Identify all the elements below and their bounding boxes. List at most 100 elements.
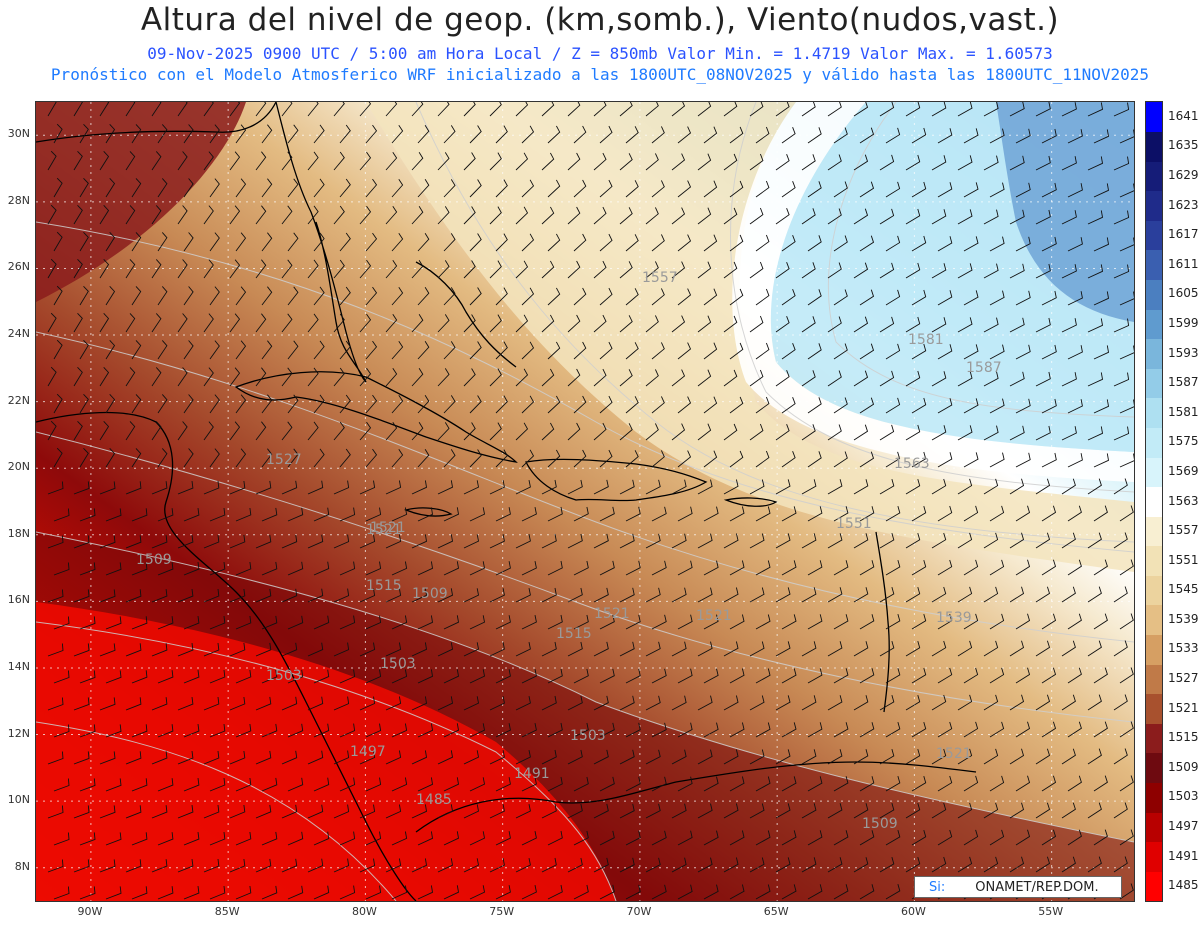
wind-barb — [755, 396, 770, 414]
wind-barb — [651, 614, 667, 630]
wind-barb — [983, 425, 999, 441]
wind-barb — [723, 857, 739, 873]
wind-barb — [203, 480, 220, 495]
wind-barb — [79, 393, 89, 414]
wind-barb — [1113, 102, 1130, 117]
wind-barb — [931, 478, 947, 495]
wind-barb — [697, 803, 713, 819]
contour-label: 1509 — [862, 816, 898, 832]
wind-barb — [989, 344, 1005, 360]
wind-barb — [99, 805, 116, 819]
wind-barb — [541, 152, 555, 171]
wind-barb — [339, 885, 356, 900]
wind-barb — [359, 534, 376, 549]
wind-barb — [151, 421, 162, 441]
wind-barb — [1009, 856, 1025, 873]
wind-barb — [1067, 291, 1083, 306]
wind-barb — [417, 395, 430, 414]
wind-barb — [125, 102, 136, 117]
wind-barb — [495, 831, 511, 846]
wind-barb — [729, 180, 744, 198]
wind-barb — [131, 124, 142, 144]
wind-barb — [469, 831, 486, 846]
wind-barb — [1119, 667, 1134, 684]
wind-barb — [1119, 505, 1134, 522]
wind-barb — [911, 775, 927, 792]
wind-barb — [1119, 613, 1134, 630]
wind-barb — [1087, 264, 1104, 279]
wind-barb — [125, 751, 142, 765]
wind-barb — [125, 535, 142, 549]
wind-barb — [489, 206, 502, 225]
wind-barb — [879, 262, 895, 279]
wind-barb — [573, 233, 587, 252]
wind-barb — [53, 231, 63, 252]
wind-barb — [385, 588, 402, 603]
wind-barb — [593, 422, 607, 441]
wind-barb — [1009, 263, 1025, 279]
wind-barb — [957, 102, 973, 117]
wind-barb — [573, 341, 587, 360]
wind-barb — [671, 102, 686, 117]
wind-barb — [73, 366, 83, 387]
wind-barb — [547, 179, 561, 198]
wind-barb — [807, 181, 822, 198]
wind-barb — [775, 370, 790, 387]
wind-barb — [593, 152, 607, 171]
wind-barb — [151, 859, 168, 873]
wind-barb — [411, 750, 427, 765]
wind-barb — [235, 124, 247, 144]
wind-barb — [677, 614, 693, 630]
wind-barb — [1067, 183, 1083, 198]
wind-barb — [313, 885, 330, 900]
wind-barb — [411, 534, 427, 549]
wind-barb — [573, 287, 587, 306]
wind-barb — [1087, 532, 1102, 549]
wind-barb — [521, 395, 535, 414]
wind-barb — [703, 288, 718, 306]
wind-barb — [307, 804, 324, 819]
wind-barb — [307, 102, 319, 117]
wind-barb — [339, 340, 351, 360]
longitude-label: 55W — [1038, 905, 1064, 918]
wind-barb — [495, 615, 511, 630]
wind-barb — [879, 586, 895, 603]
wind-barb — [885, 721, 901, 738]
wind-barb — [983, 640, 999, 657]
wind-barb — [1009, 532, 1025, 549]
contour-label: 1551 — [836, 516, 872, 532]
wind-barb — [235, 448, 247, 468]
wind-barb — [365, 124, 378, 144]
wind-barb — [1015, 721, 1031, 738]
wind-barb — [99, 859, 116, 873]
wind-barb — [931, 694, 947, 711]
wind-barb — [255, 205, 267, 225]
wind-barb — [521, 341, 535, 360]
wind-barb — [333, 205, 345, 225]
wind-barb — [671, 857, 687, 873]
wind-barb — [359, 205, 372, 225]
wind-barb — [53, 778, 70, 792]
longitude-label: 90W — [77, 905, 103, 918]
wind-barb — [833, 289, 848, 306]
wind-barb — [339, 178, 351, 198]
wind-barb — [521, 561, 537, 576]
wind-barb — [339, 615, 356, 630]
wind-barb — [775, 641, 791, 657]
wind-barb — [417, 507, 433, 522]
wind-barb — [391, 394, 404, 414]
wind-barb — [749, 261, 764, 279]
wind-barb — [255, 367, 267, 387]
wind-barb — [677, 234, 692, 252]
wind-barb — [963, 613, 979, 630]
wind-barb — [703, 126, 718, 144]
wind-barb — [79, 886, 96, 900]
wind-barb — [411, 696, 427, 711]
wind-barb — [619, 102, 633, 117]
wind-barb — [989, 236, 1005, 252]
wind-barb — [833, 776, 849, 792]
wind-barb — [495, 885, 511, 900]
wind-barb — [287, 615, 304, 630]
wind-barb — [281, 205, 293, 225]
wind-barb — [703, 560, 719, 576]
